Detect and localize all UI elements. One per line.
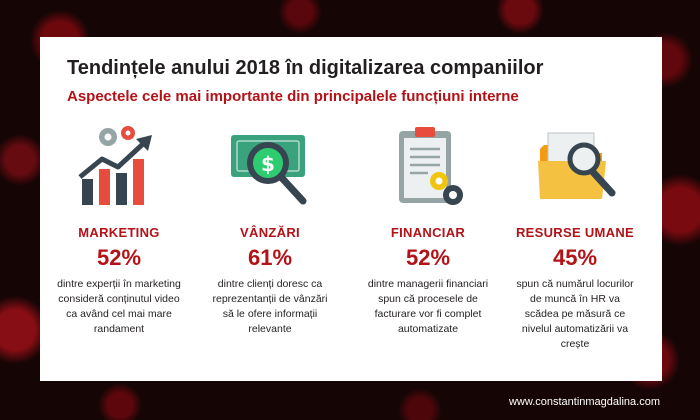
column-financiar: FINANCIAR 52% dintre managerii financiar… <box>358 121 498 337</box>
infographic-card: Tendințele anului 2018 în digitalizarea … <box>40 37 662 381</box>
column-percent: 45% <box>552 245 598 270</box>
column-description: dintre managerii financiari spun că proc… <box>367 278 489 335</box>
page-subtitle: Aspectele cele mai importante din princi… <box>67 88 519 105</box>
column-label: MARKETING <box>78 225 160 240</box>
column-marketing: MARKETING 52% dintre experții în marketi… <box>49 121 189 337</box>
column-description: dintre clienți doresc ca reprezentanții … <box>212 278 328 335</box>
column-percent: 52% <box>96 245 142 270</box>
column-percent: 61% <box>247 245 293 270</box>
column-label: FINANCIAR <box>390 225 466 240</box>
column-label: VÂNZĂRI <box>240 225 300 240</box>
column-vanzari: $ VÂNZĂRI 61% dintre clienți doresc ca r… <box>200 121 340 337</box>
svg-text:$: $ <box>261 152 275 176</box>
column-resurse-umane: RESURSE UMANE 45% spun că numărul locuri… <box>505 121 645 352</box>
column-percent: 52% <box>405 245 451 270</box>
column-description: dintre experții în marketing consideră c… <box>57 278 181 335</box>
chart-gears-icon <box>78 126 152 205</box>
footer-url: www.constantinmagdalina.com <box>508 396 660 408</box>
clipboard-gears-icon <box>399 127 463 205</box>
column-label: RESURSE UMANE <box>515 225 635 240</box>
column-description: spun că numărul locurilor de muncă în HR… <box>516 278 634 350</box>
page-title: Tendințele anului 2018 în digitalizarea … <box>67 57 544 79</box>
money-magnifier-icon: $ <box>231 135 307 205</box>
folder-magnifier-icon <box>538 132 616 199</box>
